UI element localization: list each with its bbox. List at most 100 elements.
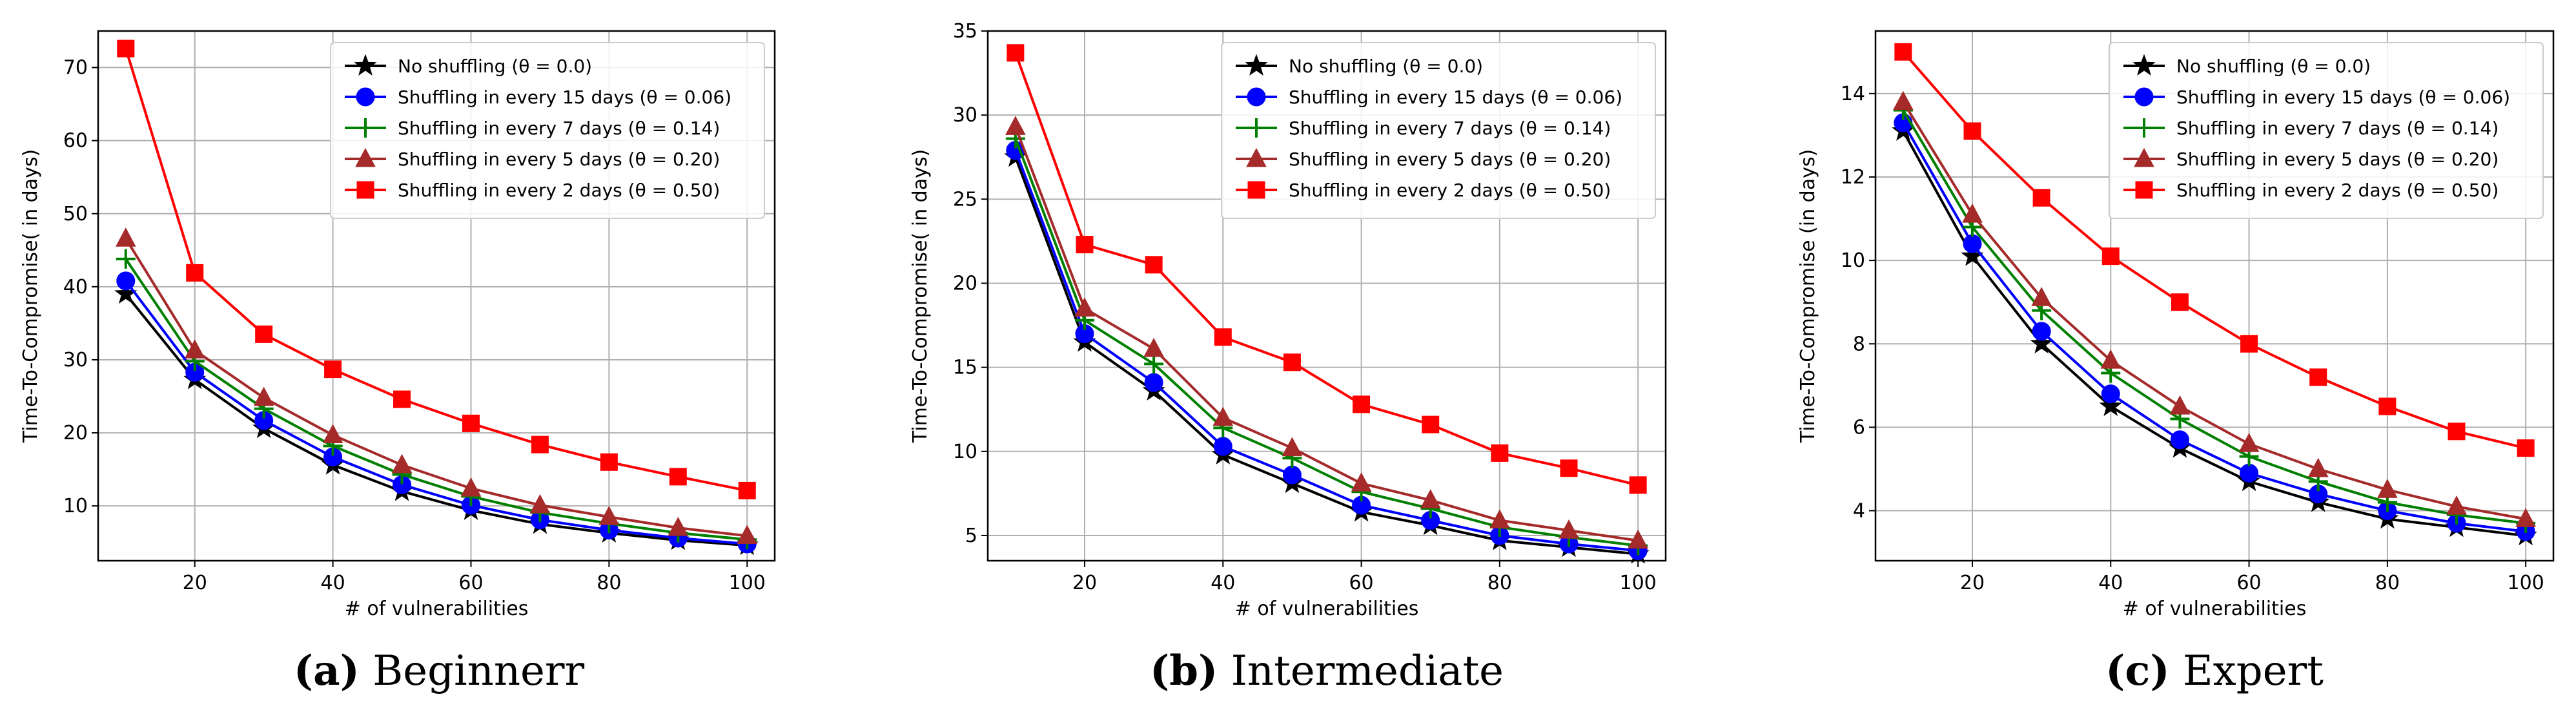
y-tick-label: 14 bbox=[1841, 83, 1865, 105]
y-tick-label: 10 bbox=[1841, 249, 1865, 272]
series-1 bbox=[1894, 113, 2535, 541]
data-point bbox=[1353, 395, 1371, 413]
data-point bbox=[1351, 472, 1372, 492]
data-point bbox=[2030, 331, 2053, 354]
data-point bbox=[598, 506, 620, 525]
series-line bbox=[1014, 156, 1639, 556]
data-point bbox=[1143, 337, 1164, 357]
data-point bbox=[2240, 335, 2258, 353]
data-point bbox=[2171, 293, 2189, 311]
legend-box bbox=[330, 42, 765, 219]
x-tick-label: 40 bbox=[2098, 572, 2123, 594]
legend-marker bbox=[2132, 54, 2156, 76]
legend-entry: Shuffling in every 2 days (θ = 0.50) bbox=[1236, 180, 1611, 201]
legend-marker bbox=[356, 118, 375, 138]
series-4 bbox=[1894, 43, 2535, 457]
series-line bbox=[1902, 101, 2526, 521]
y-tick-label: 5 bbox=[965, 525, 977, 547]
data-point bbox=[322, 424, 343, 443]
legend-entry: No shuffling (θ = 0.0) bbox=[2123, 54, 2371, 77]
chart-panel-2: 20 40 60 80 100 4 6 8 10 12 14 # of vulnerabilities… bbox=[1797, 30, 2555, 695]
y-tick-label: 4 bbox=[1853, 500, 1865, 523]
data-point bbox=[1074, 297, 1095, 317]
caption-letter: (c) bbox=[2105, 647, 2170, 695]
y-tick-label: 12 bbox=[1841, 166, 1865, 189]
y-axis-label: Time-To-Compromise( in days) bbox=[909, 149, 932, 443]
data-point bbox=[529, 494, 551, 514]
data-point bbox=[600, 453, 618, 471]
chart-panel-1: 20 40 60 80 100 5 10 15 20 25 30 35 # of vulnerabili… bbox=[909, 20, 1667, 695]
legend-entry: Shuffling in every 7 days (θ = 0.14) bbox=[345, 118, 720, 139]
legend-label: Shuffling in every 2 days (θ = 0.50) bbox=[398, 180, 720, 201]
data-point bbox=[1963, 122, 1981, 140]
data-point bbox=[1962, 203, 1983, 223]
data-point bbox=[116, 249, 136, 269]
data-point bbox=[393, 390, 411, 408]
data-point bbox=[2032, 189, 2050, 207]
panel-caption: (c) Expert bbox=[2105, 647, 2324, 695]
panel-caption: (b) Intermediate bbox=[1150, 647, 1504, 695]
x-tick-label: 20 bbox=[1960, 572, 1985, 594]
caption-text: Expert bbox=[2170, 647, 2324, 695]
legend-entry: No shuffling (θ = 0.0) bbox=[345, 54, 592, 77]
legend-marker bbox=[1247, 181, 1265, 199]
legend-entry: Shuffling in every 5 days (θ = 0.20) bbox=[1236, 147, 1611, 170]
chart-panel-0: 20 40 60 80 100 10 20 30 40 50 60 70 # of vulnerabil… bbox=[19, 30, 776, 695]
y-tick-label: 50 bbox=[63, 203, 88, 225]
legend-marker bbox=[2134, 87, 2154, 107]
caption-letter: (b) bbox=[1150, 647, 1218, 695]
x-tick-label: 100 bbox=[2508, 572, 2544, 594]
y-axis-label: Time-To-Compromise( in days) bbox=[19, 149, 42, 443]
legend-box bbox=[2109, 42, 2544, 219]
data-point bbox=[2515, 508, 2536, 527]
legend-entry: Shuffling in every 5 days (θ = 0.20) bbox=[2123, 147, 2499, 170]
legend-label: Shuffling in every 2 days (θ = 0.50) bbox=[2176, 180, 2499, 201]
data-point bbox=[2446, 495, 2467, 515]
data-point bbox=[2170, 430, 2189, 450]
legend-label: Shuffling in every 15 days (θ = 0.06) bbox=[2176, 87, 2510, 108]
data-point bbox=[255, 325, 273, 343]
series-1 bbox=[116, 271, 757, 554]
series-line bbox=[1902, 109, 2526, 525]
y-tick-label: 10 bbox=[953, 441, 977, 463]
y-tick-label: 8 bbox=[1853, 333, 1865, 355]
data-point bbox=[2169, 395, 2191, 415]
series-3 bbox=[1005, 116, 1648, 549]
data-point bbox=[1144, 354, 1164, 374]
data-point bbox=[2101, 247, 2120, 266]
legend-label: Shuffling in every 2 days (θ = 0.50) bbox=[1289, 180, 1611, 201]
legend-label: Shuffling in every 7 days (θ = 0.14) bbox=[398, 118, 720, 139]
data-point bbox=[1282, 465, 1302, 485]
series-line bbox=[1014, 126, 1639, 542]
data-point bbox=[737, 525, 758, 545]
data-point bbox=[1422, 415, 1440, 433]
series-0 bbox=[114, 282, 759, 556]
caption-letter: (a) bbox=[294, 647, 360, 695]
plot-frame bbox=[1874, 30, 2555, 562]
x-tick-label: 60 bbox=[1349, 572, 1373, 594]
data-point bbox=[115, 227, 136, 247]
data-point bbox=[1283, 353, 1301, 371]
x-tick-label: 20 bbox=[183, 572, 207, 594]
legend-marker bbox=[354, 54, 377, 76]
y-tick-label: 15 bbox=[953, 357, 977, 379]
series-4 bbox=[117, 39, 756, 499]
legend-entry: Shuffling in every 15 days (θ = 0.06) bbox=[345, 87, 731, 108]
y-axis-label: Time-To-Compromise (in days) bbox=[1797, 149, 1819, 443]
legend-entry: Shuffling in every 15 days (θ = 0.06) bbox=[2123, 87, 2510, 108]
legend-entry: Shuffling in every 2 days (θ = 0.50) bbox=[345, 180, 720, 201]
x-tick-label: 40 bbox=[320, 572, 345, 594]
legend-label: No shuffling (θ = 0.0) bbox=[2176, 56, 2371, 77]
data-point bbox=[1213, 437, 1232, 456]
legend-label: Shuffling in every 15 days (θ = 0.06) bbox=[1289, 87, 1622, 108]
legend-label: Shuffling in every 15 days (θ = 0.06) bbox=[398, 87, 731, 108]
data-point bbox=[253, 386, 274, 406]
series-line bbox=[125, 280, 748, 545]
series-1 bbox=[1006, 141, 1648, 560]
series-4 bbox=[1007, 44, 1647, 494]
data-point bbox=[1145, 256, 1163, 274]
legend: No shuffling (θ = 0.0) Shuffling in every… bbox=[2109, 42, 2544, 219]
data-point bbox=[2099, 394, 2122, 417]
series-line bbox=[1014, 150, 1639, 552]
legend-marker bbox=[1245, 54, 1268, 76]
